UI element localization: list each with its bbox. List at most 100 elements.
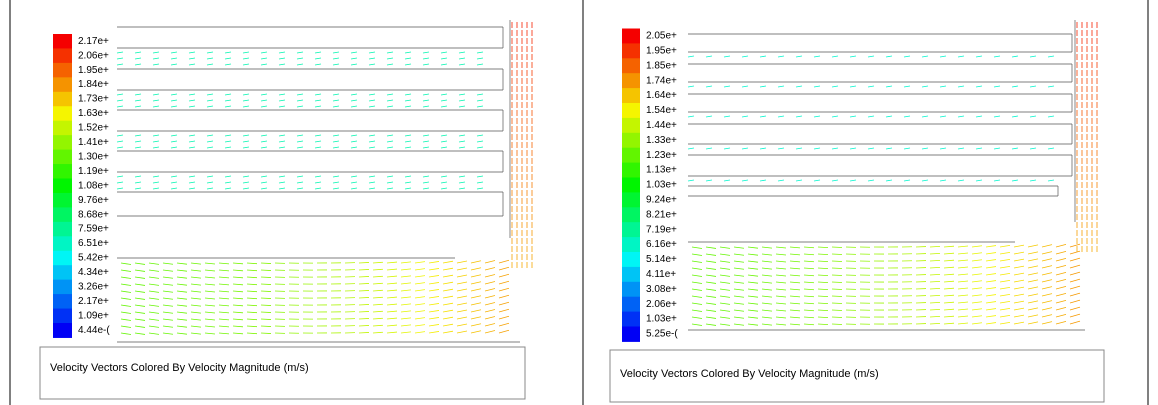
vector [957,115,965,118]
vector [1027,293,1039,297]
vector [817,246,829,249]
vector [400,310,412,313]
vector [761,309,773,312]
vector [206,187,214,190]
vector [368,51,376,54]
vector [188,105,196,108]
vector [975,115,983,118]
vector [332,105,340,108]
vector [761,246,773,249]
vector [831,115,839,118]
legend-swatch [622,117,640,134]
vector [218,311,230,314]
legend-label: 2.06e+ [78,50,109,61]
vector [314,140,322,143]
vector [1029,85,1037,88]
vector [170,63,178,66]
vector [929,315,941,318]
vector [232,318,244,321]
vector [188,63,196,66]
vector [260,63,268,66]
vector [971,266,983,269]
vector [1041,258,1053,262]
vector [404,63,412,66]
vector [719,323,731,326]
vector [422,187,430,190]
vector [260,146,268,149]
vector [116,181,124,184]
vector [458,140,466,143]
vector [476,175,484,178]
vector [404,140,412,143]
vector [484,309,496,313]
vector [170,93,178,96]
vector [206,140,214,143]
vector [224,93,232,96]
vector [218,318,230,321]
vector [789,274,801,277]
vector [422,51,430,54]
vector [470,267,482,271]
vector [498,287,510,292]
legend-label: 1.33e+ [646,135,677,146]
vector [985,294,997,297]
vector [470,323,482,327]
vector [148,311,160,314]
vector [152,93,160,96]
vector [404,181,412,184]
vector [903,115,911,118]
vector [484,267,496,271]
vector [985,273,997,276]
vector [789,267,801,270]
vector [170,181,178,184]
vector [795,179,803,182]
legend-swatch [53,62,72,78]
vector [428,296,440,299]
vector [176,332,188,335]
vector [296,181,304,184]
vector [206,57,214,60]
vector [232,332,244,335]
vector [296,175,304,178]
vector [456,302,468,306]
vector [428,331,440,334]
vector [350,99,358,102]
vector [803,253,815,256]
vector [957,147,965,150]
vector [162,269,174,272]
vector [1027,286,1039,290]
vector [422,175,430,178]
vector [719,253,731,256]
vector [470,295,482,299]
vector [458,63,466,66]
vector [358,283,370,285]
vector [134,297,146,300]
vector [1011,179,1019,182]
vector [1055,306,1067,311]
legend-swatch [622,207,640,223]
legend-swatch [622,296,640,313]
vector [719,288,731,291]
vector [1041,272,1053,276]
vector [148,290,160,293]
vector [386,105,394,108]
vector [1069,243,1081,248]
vector [1041,300,1053,304]
vector [458,146,466,149]
vector [1027,258,1039,262]
vector [849,147,857,150]
legend-label: 1.74e+ [646,75,677,86]
vector [372,275,384,278]
vector [386,310,398,313]
vector [993,115,1001,118]
vector [687,147,695,150]
vector [723,85,731,88]
vector [705,246,717,249]
vector [372,268,384,271]
vector [929,273,941,276]
vector [440,63,448,66]
vector [1041,251,1053,255]
vector [242,99,250,102]
legend-label: 1.30e+ [78,151,109,162]
vector [1069,257,1081,262]
